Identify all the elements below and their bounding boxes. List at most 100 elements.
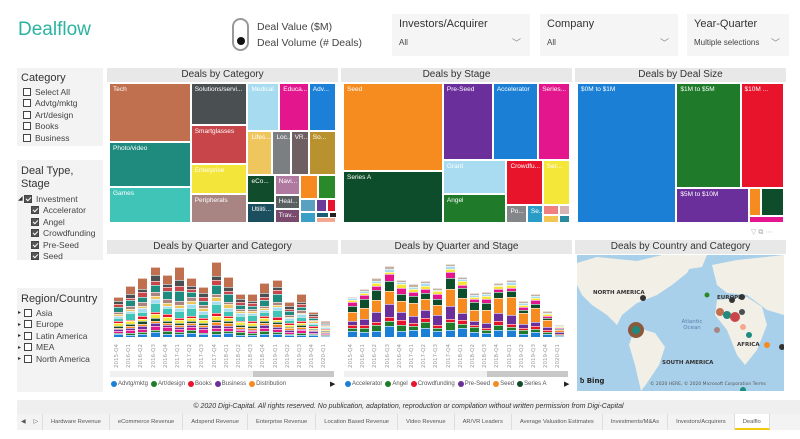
bar-segment[interactable] [272,333,282,337]
bar-segment[interactable] [409,296,418,303]
bar-segment[interactable] [372,280,382,283]
bar-segment[interactable] [482,330,492,334]
bar-2019-Q1[interactable] [272,280,282,337]
bar-2016-Q4[interactable] [396,275,406,337]
treemap-tile[interactable] [299,211,316,223]
bar-segment[interactable] [199,305,209,308]
bar-segment[interactable] [187,315,197,319]
bar-segment[interactable] [162,275,172,285]
bar-segment[interactable] [223,293,233,303]
bar-segment[interactable] [162,284,172,288]
toggle-knob[interactable] [237,37,245,45]
checkbox[interactable] [24,343,32,352]
treemap-tile[interactable]: Adv... [308,83,336,131]
bar-segment[interactable] [384,274,394,281]
bar-segment[interactable] [396,287,406,294]
bar-segment[interactable] [518,330,528,335]
bar-2017-Q4[interactable] [445,262,455,337]
bar-segment[interactable] [248,331,258,334]
bar-segment[interactable] [457,324,467,329]
bar-segment[interactable] [272,324,282,327]
bar-2019-Q4[interactable] [309,311,319,337]
bar-segment[interactable] [297,301,306,304]
treemap-tile[interactable]: $1M to $5M [676,83,741,188]
checkbox[interactable] [23,122,31,131]
bar-segment[interactable] [384,321,394,327]
bar-segment[interactable] [482,303,492,311]
bar-segment[interactable] [297,310,306,313]
bar-segment[interactable] [114,325,123,328]
bar-segment[interactable] [260,308,270,311]
bar-segment[interactable] [531,298,540,301]
bar-segment[interactable] [284,328,294,331]
treemap-tile[interactable] [748,216,784,223]
bar-segment[interactable] [309,331,319,333]
bar-segment[interactable] [260,325,270,328]
chart-scrollbar[interactable] [344,371,568,377]
legend-label[interactable]: Series A [524,381,547,387]
checkbox[interactable] [24,194,32,203]
bar-segment[interactable] [321,328,331,329]
bar-segment[interactable] [284,305,294,309]
legend-next-icon[interactable]: ▶ [330,380,336,388]
bar-segment[interactable] [138,334,148,337]
bar-2016-Q2[interactable] [372,277,382,337]
bar-2017-Q2[interactable] [187,276,197,337]
expand-arrow-icon[interactable]: ▸ [18,321,22,328]
bar-segment[interactable] [297,321,306,323]
expand-arrow-icon[interactable]: ▸ [18,333,22,340]
bar-segment[interactable] [162,327,172,332]
bar-segment[interactable] [187,322,197,325]
bar-segment[interactable] [518,328,528,331]
bar-segment[interactable] [309,327,319,329]
bar-segment[interactable] [470,327,479,333]
investors-slicer[interactable]: Investors/Acquirer All ﹀ [392,14,530,56]
bar-2018-Q4[interactable] [260,283,270,337]
bar-segment[interactable] [409,302,418,316]
bar-segment[interactable] [114,306,123,312]
bar-segment[interactable] [421,321,431,328]
bar-segment[interactable] [506,330,516,337]
bar-segment[interactable] [114,317,123,322]
bar-segment[interactable] [384,290,394,305]
treemap-tile[interactable]: Enterprise [190,164,248,194]
bar-segment[interactable] [236,334,245,337]
bar-segment[interactable] [309,321,319,323]
map-visual[interactable]: NORTH AMERICA EUROPE Atlantic Ocean AFRI… [577,255,784,391]
bar-segment[interactable] [518,324,528,329]
bar-segment[interactable] [482,310,492,323]
bar-segment[interactable] [384,266,394,269]
bar-segment[interactable] [199,325,209,328]
bar-segment[interactable] [223,307,233,311]
bar-2019-Q3[interactable] [297,294,306,337]
bar-segment[interactable] [445,330,455,337]
bar-segment[interactable] [126,332,136,335]
bar-segment[interactable] [348,296,357,298]
treemap-tile[interactable] [326,199,336,212]
bar-segment[interactable] [236,332,245,335]
bar-segment[interactable] [321,325,331,326]
bar-segment[interactable] [272,293,282,302]
bar-segment[interactable] [506,280,516,283]
bar-segment[interactable] [396,300,406,312]
bar-segment[interactable] [199,297,209,302]
bar-segment[interactable] [309,319,319,322]
bar-segment[interactable] [433,328,443,332]
bar-segment[interactable] [248,320,258,323]
treemap-tile[interactable]: Series A [343,171,443,223]
bar-segment[interactable] [372,286,382,290]
treemap-tile[interactable] [761,188,784,216]
bar-segment[interactable] [433,289,443,292]
bar-segment[interactable] [348,331,357,337]
bar-segment[interactable] [272,317,282,320]
bar-segment[interactable] [348,327,357,332]
bar-segment[interactable] [309,335,319,337]
bar-segment[interactable] [211,315,221,320]
scrollbar-thumb[interactable] [253,371,334,377]
bar-segment[interactable] [114,327,123,330]
bar-segment[interactable] [421,286,431,290]
bar-segment[interactable] [211,280,221,285]
bar-segment[interactable] [211,319,221,323]
bar-segment[interactable] [126,297,136,300]
bar-segment[interactable] [321,331,331,332]
